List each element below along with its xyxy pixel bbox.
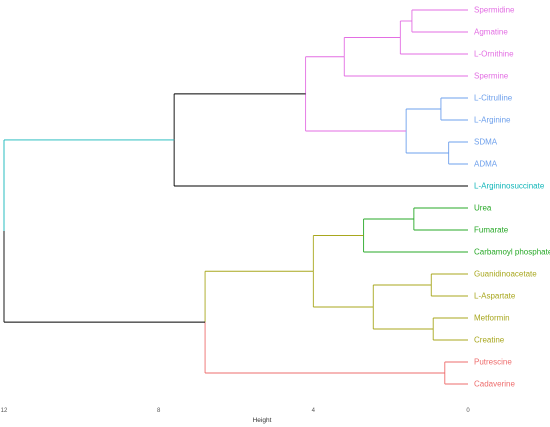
x-tick-labels: 12 8 4 0 — [1, 408, 471, 414]
x-axis-title: Height — [253, 417, 272, 424]
leaf-label: Urea — [474, 204, 492, 213]
leaf-label: Spermine — [474, 72, 509, 81]
leaf-label: L-Arginine — [474, 116, 511, 125]
leaf-label: Carbamoyl phosphate — [474, 248, 550, 257]
x-tick-label: 4 — [312, 408, 316, 414]
leaf-label: Creatine — [474, 336, 505, 345]
x-tick-label: 8 — [157, 408, 161, 414]
x-tick-label: 0 — [466, 408, 470, 414]
leaf-label: L-Aspartate — [474, 292, 516, 301]
leaf-label: Putrescine — [474, 358, 512, 367]
leaf-labels: Spermidine Agmatine L-Ornithine Spermine L-C… — [474, 6, 550, 389]
leaf-label: L-Ornithine — [474, 50, 514, 59]
leaf-label: L-Argininosuccinate — [474, 182, 545, 191]
leaf-label: SDMA — [474, 138, 498, 147]
leaf-label: Spermidine — [474, 6, 515, 15]
dendrogram-links — [3, 9, 468, 385]
leaf-label: ADMA — [474, 160, 498, 169]
leaf-label: Metformin — [474, 314, 510, 323]
leaf-label: Cadaverine — [474, 380, 515, 389]
leaf-label: Agmatine — [474, 28, 508, 37]
leaf-label: Guanidinoacetate — [474, 270, 537, 279]
leaf-label: L-Citrulline — [474, 94, 513, 103]
leaf-label: Fumarate — [474, 226, 509, 235]
x-axis: 12 8 4 0 Height — [1, 408, 471, 424]
x-tick-label: 12 — [1, 408, 8, 414]
